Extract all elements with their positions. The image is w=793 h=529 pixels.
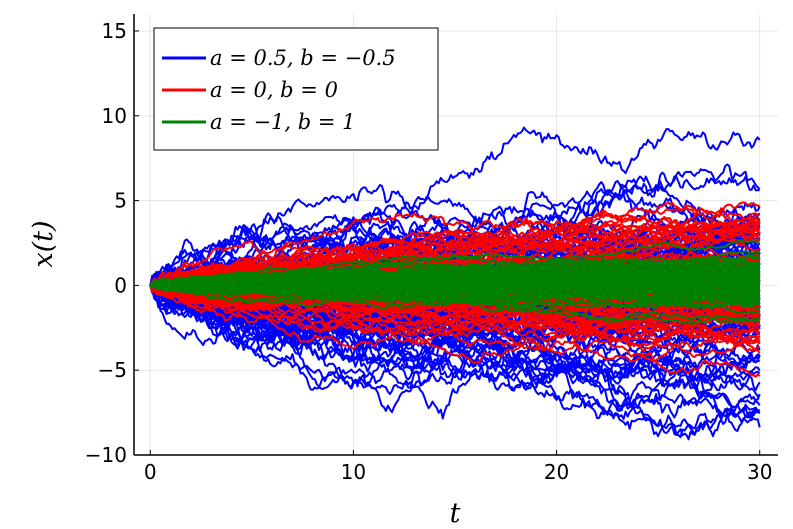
x-tick-label: 30 bbox=[747, 460, 772, 484]
series-path bbox=[149, 126, 761, 289]
x-tick-label: 20 bbox=[544, 460, 569, 484]
y-tick-label: 10 bbox=[102, 104, 127, 128]
series-path bbox=[150, 264, 760, 295]
y-tick-label: 0 bbox=[114, 273, 127, 297]
series-path bbox=[149, 280, 760, 304]
series-path bbox=[149, 216, 761, 288]
x-tick-label: 10 bbox=[341, 460, 366, 484]
series-path bbox=[150, 259, 760, 290]
legend-label: a = −1, b = 1 bbox=[210, 110, 356, 134]
axes bbox=[133, 14, 778, 456]
y-tick-label: −5 bbox=[98, 358, 127, 382]
y-tick-label: 15 bbox=[102, 19, 127, 43]
series-path bbox=[150, 261, 761, 290]
legend-label: a = 0.5, b = −0.5 bbox=[210, 46, 396, 70]
y-tick-label: 5 bbox=[114, 189, 127, 213]
x-tick-label: 0 bbox=[144, 460, 157, 484]
series-path bbox=[150, 284, 760, 352]
series-path bbox=[150, 284, 760, 308]
series-3 bbox=[149, 239, 761, 325]
legend: a = 0.5, b = −0.5 a = 0, b = 0 a = −1, b =… bbox=[153, 27, 439, 151]
series-path bbox=[149, 280, 761, 297]
series-layer bbox=[149, 126, 761, 441]
series-path bbox=[149, 282, 761, 420]
ticks: 0 10 20 30 −10 −5 0 5 10 15 bbox=[85, 19, 773, 484]
y-axis-title: x(t) bbox=[28, 220, 59, 267]
series-path bbox=[150, 280, 761, 308]
x-axis-title: t bbox=[450, 498, 461, 529]
legend-label: a = 0, b = 0 bbox=[210, 78, 338, 102]
series-path bbox=[149, 275, 761, 403]
y-tick-label: −10 bbox=[85, 443, 127, 467]
